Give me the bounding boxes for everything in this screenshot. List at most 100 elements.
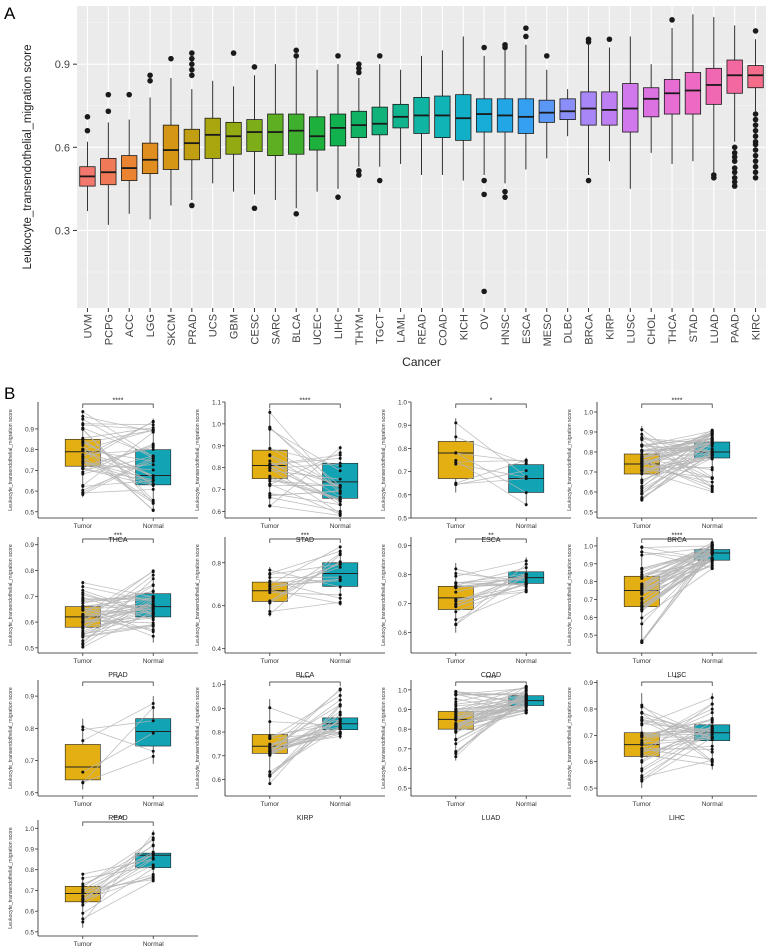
pair-line bbox=[82, 703, 154, 742]
normal-point bbox=[710, 728, 714, 732]
tumor-point bbox=[640, 435, 644, 439]
x-tick-label-normal: Normal bbox=[516, 658, 538, 665]
tumor-point bbox=[81, 876, 85, 880]
y-axis-title: Leukocyte_transendothelial_migration sco… bbox=[381, 544, 387, 646]
outlier-point bbox=[147, 78, 153, 84]
box-lihc bbox=[329, 53, 347, 200]
outlier-point bbox=[752, 158, 759, 164]
y-tick-label: 0.3 bbox=[55, 225, 70, 237]
subplot-cancer-label: READ bbox=[108, 815, 127, 822]
pair-line bbox=[641, 437, 713, 452]
pair-line bbox=[641, 456, 713, 461]
tumor-point bbox=[81, 739, 85, 743]
normal-point bbox=[524, 686, 528, 690]
paired-lines bbox=[269, 412, 341, 516]
paired-lines bbox=[82, 411, 154, 511]
tumor-point bbox=[81, 470, 85, 474]
y-tick-label: 0.6 bbox=[25, 620, 34, 627]
normal-point bbox=[151, 634, 155, 638]
tumor-point bbox=[640, 754, 644, 758]
pair-line bbox=[641, 455, 713, 481]
tumor-point bbox=[454, 713, 458, 717]
pair-line bbox=[641, 430, 713, 488]
tumor-point bbox=[640, 459, 644, 463]
pair-line bbox=[82, 458, 154, 504]
tumor-point bbox=[268, 446, 272, 450]
normal-point bbox=[710, 484, 714, 488]
pair-line bbox=[641, 549, 713, 569]
pair-line bbox=[641, 725, 713, 763]
pair-line bbox=[641, 544, 713, 589]
pair-line bbox=[82, 598, 154, 607]
box-cesc bbox=[246, 64, 263, 212]
x-tick-label: SARC bbox=[270, 314, 282, 345]
normal-point bbox=[338, 552, 342, 556]
pair-line bbox=[82, 443, 154, 473]
tumor-point bbox=[81, 872, 85, 876]
pair-line bbox=[455, 700, 527, 731]
y-tick-label: 0.4 bbox=[212, 646, 221, 653]
tumor-point bbox=[81, 639, 85, 643]
tumor-point bbox=[640, 438, 644, 442]
normal-point bbox=[151, 428, 155, 432]
x-tick-label: COAD bbox=[437, 314, 449, 346]
x-tick-label: THYM bbox=[354, 314, 366, 345]
pair-line bbox=[82, 448, 154, 455]
x-tick-label: DLBC bbox=[563, 314, 575, 343]
tumor-point bbox=[454, 728, 458, 732]
normal-point bbox=[151, 864, 155, 868]
tumor-point bbox=[454, 451, 458, 455]
paired-lines bbox=[269, 688, 341, 784]
tumor-point bbox=[640, 491, 644, 495]
subplot-cancer-label: BLCA bbox=[296, 672, 315, 679]
box-iqr bbox=[204, 117, 221, 159]
tumor-point bbox=[268, 610, 272, 614]
x-tick-label-tumor: Tumor bbox=[74, 801, 93, 808]
pair-line bbox=[82, 720, 154, 731]
tumor-point bbox=[454, 574, 458, 578]
pair-line bbox=[641, 718, 713, 750]
significance-label: **** bbox=[672, 398, 683, 405]
x-tick-label: GBM bbox=[229, 314, 241, 339]
tumor-point bbox=[454, 605, 458, 609]
paired-points bbox=[454, 559, 528, 627]
y-tick-label: 0.8 bbox=[25, 568, 34, 575]
pair-line bbox=[82, 429, 154, 444]
outlier-point bbox=[731, 183, 738, 189]
pair-line bbox=[455, 436, 527, 465]
normal-point bbox=[710, 707, 714, 711]
tumor-point bbox=[454, 602, 458, 606]
pair-line bbox=[269, 563, 341, 575]
pair-line bbox=[641, 553, 713, 595]
y-tick-label: 0.5 bbox=[584, 786, 593, 793]
pair-line bbox=[455, 590, 527, 620]
pair-line bbox=[82, 448, 154, 511]
y-tick-label: 0.6 bbox=[25, 489, 34, 496]
normal-point bbox=[151, 459, 155, 463]
significance-bracket bbox=[455, 681, 527, 686]
tumor-point bbox=[640, 769, 644, 773]
significance-bracket bbox=[641, 403, 713, 408]
pair-line bbox=[455, 691, 527, 697]
tumor-point bbox=[81, 417, 85, 421]
pair-line bbox=[455, 452, 527, 493]
x-tick-label-normal: Normal bbox=[702, 523, 724, 530]
outlier-point bbox=[356, 172, 362, 178]
y-tick-label: 0.8 bbox=[25, 726, 34, 733]
pair-line bbox=[641, 551, 713, 569]
outlier-point bbox=[481, 288, 487, 295]
tumor-point bbox=[268, 770, 272, 774]
tumor-point bbox=[454, 718, 458, 722]
tumor-point bbox=[268, 493, 272, 497]
tumor-point bbox=[81, 625, 85, 629]
tumor-point bbox=[81, 890, 85, 894]
paired-points bbox=[640, 541, 714, 645]
normal-point bbox=[338, 602, 342, 606]
y-tick-label: 0.6 bbox=[398, 630, 407, 637]
normal-point bbox=[338, 713, 342, 717]
pair-line bbox=[641, 557, 713, 594]
outlier-point bbox=[669, 17, 675, 23]
normal-point bbox=[338, 499, 342, 503]
outlier-point bbox=[105, 91, 112, 98]
normal-point bbox=[710, 468, 714, 472]
